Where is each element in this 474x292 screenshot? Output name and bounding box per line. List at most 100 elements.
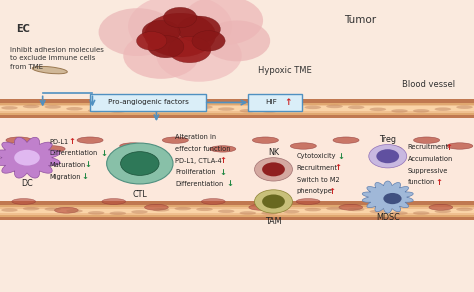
Ellipse shape	[109, 109, 126, 113]
Text: Alteration in: Alteration in	[175, 134, 217, 140]
Bar	[0, 0, 474, 99]
Text: ↓: ↓	[84, 161, 91, 169]
Ellipse shape	[119, 143, 146, 149]
Ellipse shape	[218, 209, 235, 213]
Ellipse shape	[39, 146, 65, 152]
Text: TAM: TAM	[265, 218, 282, 226]
Text: ↑: ↑	[335, 164, 342, 172]
Text: Inhibit adhesion molecules
to exclude immune cells
from TME: Inhibit adhesion molecules to exclude im…	[10, 47, 104, 70]
Ellipse shape	[239, 109, 256, 112]
Ellipse shape	[66, 209, 83, 213]
Circle shape	[148, 36, 184, 58]
Ellipse shape	[1, 208, 18, 212]
Ellipse shape	[145, 204, 168, 210]
Text: ↑: ↑	[219, 156, 227, 165]
Ellipse shape	[456, 105, 473, 109]
Text: Treg: Treg	[379, 135, 396, 144]
Ellipse shape	[32, 66, 67, 74]
Ellipse shape	[174, 105, 191, 108]
Ellipse shape	[348, 105, 365, 109]
Circle shape	[14, 150, 40, 166]
Polygon shape	[0, 137, 60, 178]
Text: Recruitment: Recruitment	[408, 145, 448, 150]
Ellipse shape	[326, 207, 343, 211]
Text: EC: EC	[17, 24, 30, 34]
Circle shape	[168, 36, 211, 63]
Ellipse shape	[413, 109, 429, 113]
Text: Blood vessel: Blood vessel	[402, 80, 456, 89]
Bar	[0, 207, 474, 215]
Text: MDSC: MDSC	[376, 213, 400, 222]
Text: ↓: ↓	[100, 149, 108, 158]
Ellipse shape	[162, 137, 188, 143]
Text: effector function: effector function	[175, 146, 231, 152]
Circle shape	[107, 143, 173, 184]
Text: Hypoxic TME: Hypoxic TME	[257, 66, 311, 74]
Ellipse shape	[239, 211, 256, 215]
Circle shape	[164, 7, 197, 28]
Ellipse shape	[131, 108, 148, 112]
Circle shape	[137, 32, 167, 50]
Ellipse shape	[77, 137, 103, 143]
Text: HIF: HIF	[265, 100, 277, 105]
Bar	[0, 209, 474, 213]
Ellipse shape	[201, 199, 225, 204]
Ellipse shape	[375, 146, 401, 152]
Ellipse shape	[196, 105, 213, 109]
Ellipse shape	[429, 204, 453, 210]
Circle shape	[204, 20, 270, 61]
Text: PD-L1, CTLA-4: PD-L1, CTLA-4	[175, 158, 222, 164]
Ellipse shape	[88, 211, 104, 215]
Ellipse shape	[131, 210, 148, 214]
Circle shape	[128, 0, 232, 58]
Circle shape	[369, 145, 407, 168]
Ellipse shape	[45, 105, 61, 109]
Text: DC: DC	[21, 179, 33, 187]
Circle shape	[123, 32, 199, 79]
Bar	[0, 205, 474, 217]
Ellipse shape	[174, 207, 191, 211]
Text: Switch to M2: Switch to M2	[297, 177, 339, 182]
Ellipse shape	[88, 109, 104, 112]
Circle shape	[192, 31, 225, 51]
Circle shape	[178, 16, 220, 42]
Circle shape	[383, 193, 401, 204]
Text: ↓: ↓	[226, 180, 233, 188]
Ellipse shape	[6, 137, 32, 143]
Ellipse shape	[12, 199, 36, 204]
Text: Proliferation: Proliferation	[175, 169, 216, 175]
Ellipse shape	[391, 109, 408, 113]
Ellipse shape	[153, 106, 170, 110]
Bar	[0, 105, 474, 113]
Text: Differentiation: Differentiation	[50, 150, 98, 156]
Circle shape	[99, 8, 176, 56]
Ellipse shape	[249, 204, 273, 210]
Bar	[0, 99, 474, 118]
Ellipse shape	[218, 107, 235, 111]
Ellipse shape	[45, 207, 61, 211]
Ellipse shape	[296, 199, 320, 204]
Ellipse shape	[196, 208, 213, 211]
FancyBboxPatch shape	[248, 94, 302, 111]
Circle shape	[255, 158, 292, 181]
Ellipse shape	[348, 208, 365, 211]
Polygon shape	[362, 181, 413, 213]
Ellipse shape	[109, 211, 126, 215]
Text: ↑: ↑	[436, 178, 443, 187]
Text: Tumor: Tumor	[344, 15, 376, 25]
Text: Differentiation: Differentiation	[175, 181, 224, 187]
Ellipse shape	[370, 107, 386, 111]
Text: function: function	[408, 180, 435, 185]
Ellipse shape	[339, 204, 363, 210]
Text: Recruitment: Recruitment	[297, 165, 337, 171]
Text: ↓: ↓	[219, 168, 227, 177]
Ellipse shape	[391, 211, 408, 215]
Text: Suppressive: Suppressive	[408, 168, 448, 174]
Ellipse shape	[304, 106, 321, 109]
Text: Accumulation: Accumulation	[408, 156, 453, 162]
Ellipse shape	[435, 107, 451, 111]
Ellipse shape	[153, 208, 170, 212]
Text: ↑: ↑	[446, 143, 453, 152]
Circle shape	[145, 13, 216, 57]
Text: ↑: ↑	[68, 137, 75, 146]
